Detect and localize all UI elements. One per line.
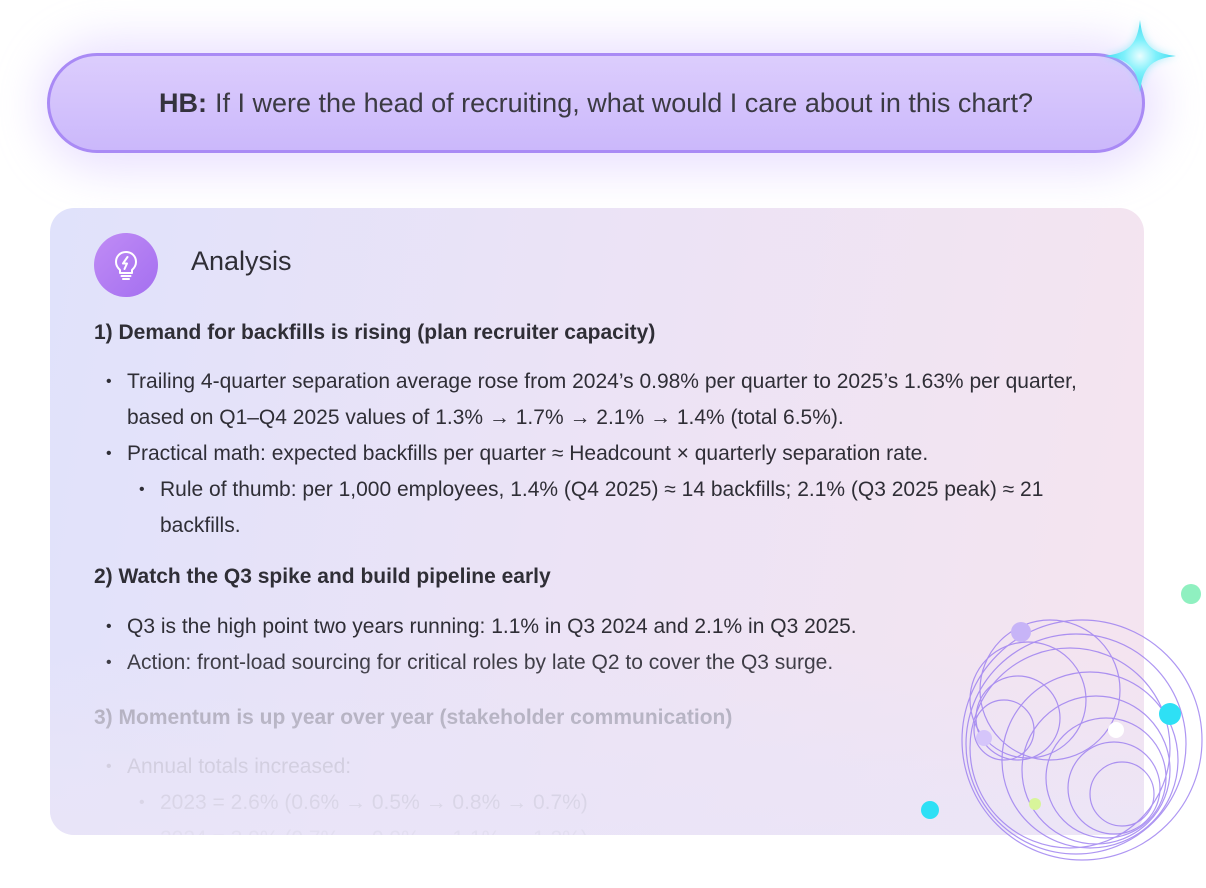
deco-dot xyxy=(921,801,939,819)
lightbulb-icon xyxy=(115,251,137,280)
section-heading: 1) Demand for backfills is rising (plan … xyxy=(94,321,656,344)
list-item: Trailing 4-quarter separation average ro… xyxy=(94,364,1104,436)
deco-dot xyxy=(976,730,992,746)
analysis-title: Analysis xyxy=(191,246,292,276)
deco-dot xyxy=(1011,622,1031,642)
deco-dot xyxy=(1181,584,1201,604)
bullet-list: Trailing 4-quarter separation average ro… xyxy=(94,364,1104,544)
list-item: Practical math: expected backfills per q… xyxy=(94,436,1104,544)
section-1: 1) Demand for backfills is rising (plan … xyxy=(94,320,1104,544)
sub-bullet-list: Rule of thumb: per 1,000 employees, 1.4%… xyxy=(127,472,1104,544)
deco-dot xyxy=(1108,722,1124,738)
prompt-speaker: HB: xyxy=(159,87,208,118)
deco-dot xyxy=(1159,703,1181,725)
sub-list-item: Rule of thumb: per 1,000 employees, 1.4%… xyxy=(127,472,1104,544)
list-item-text: Annual totals increased: xyxy=(127,754,352,778)
analysis-badge xyxy=(94,233,158,297)
section-heading: 2) Watch the Q3 spike and build pipeline… xyxy=(94,565,551,589)
list-item: Q3 is the high point two years running: … xyxy=(94,609,1104,645)
deco-dot xyxy=(1029,798,1041,810)
prompt-bubble: HB: If I were the head of recruiting, wh… xyxy=(47,53,1145,153)
list-item-text: Practical math: expected backfills per q… xyxy=(127,442,929,466)
decorative-circles xyxy=(921,584,1203,861)
sparkle-icon xyxy=(1102,18,1178,94)
prompt-text: If I were the head of recruiting, what w… xyxy=(215,87,1033,118)
